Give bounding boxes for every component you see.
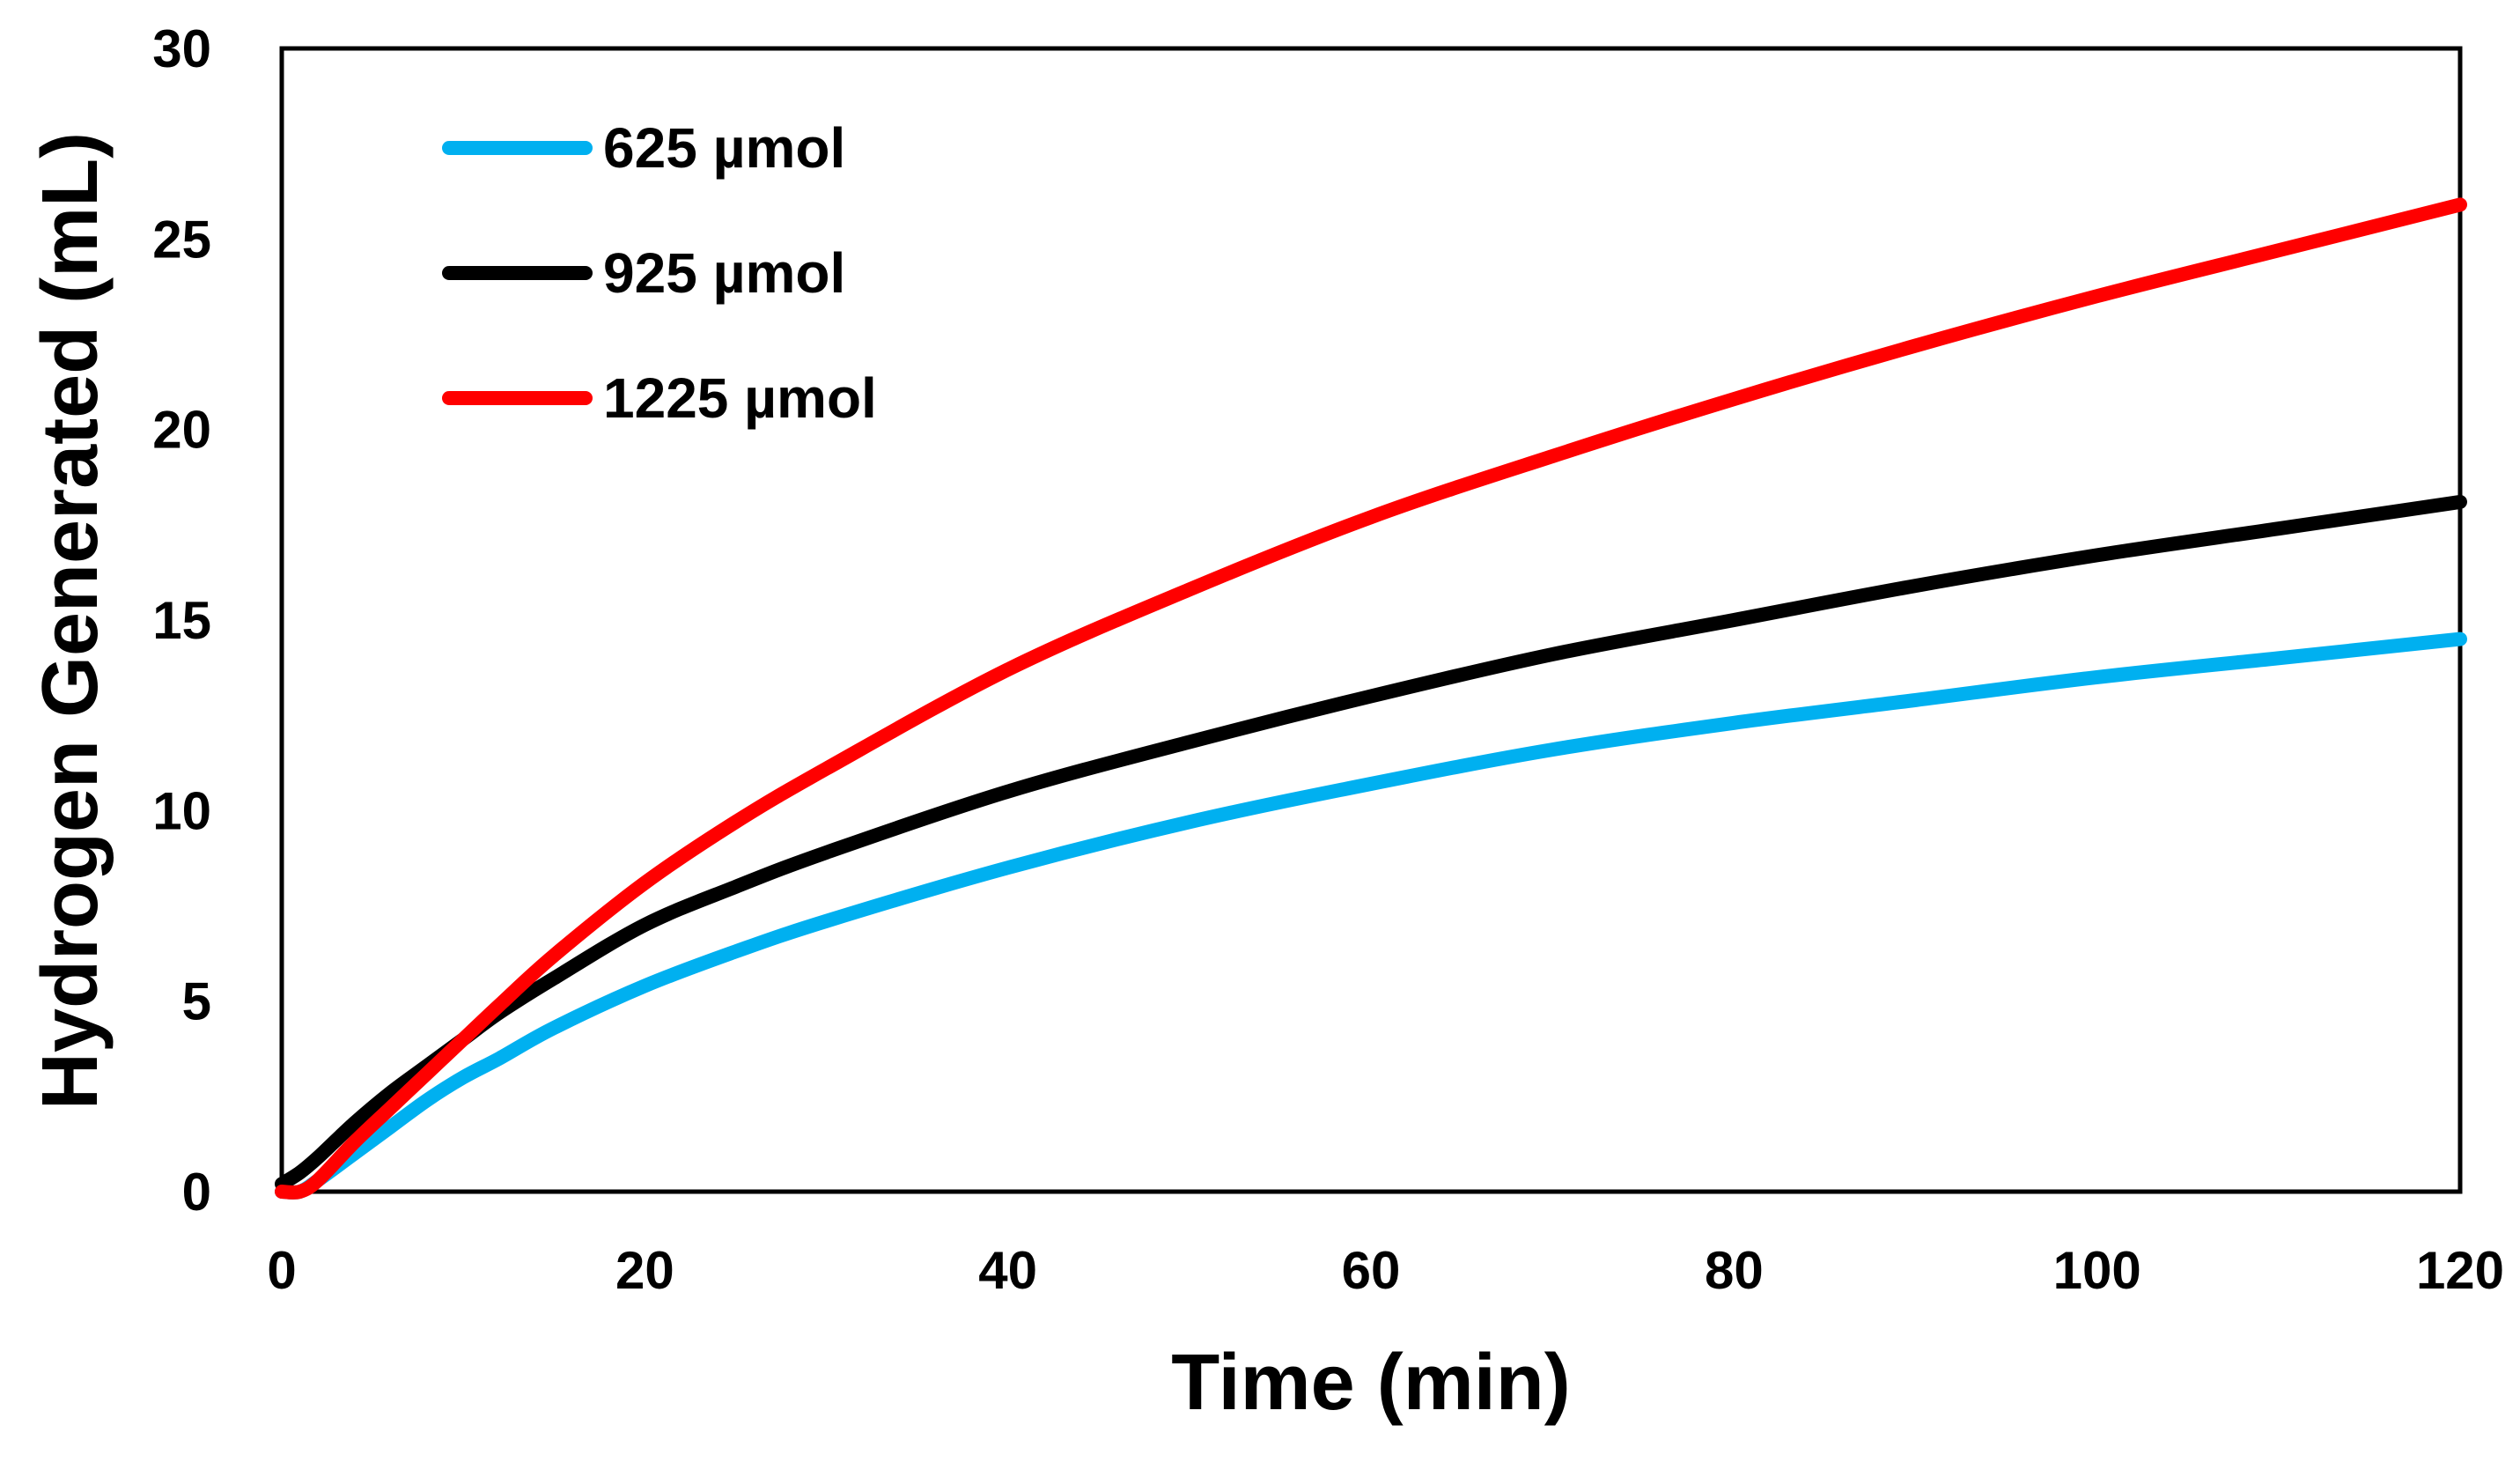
x-tick-label: 80 bbox=[1705, 1241, 1764, 1300]
x-tick-label: 0 bbox=[267, 1241, 296, 1300]
series-line-2 bbox=[275, 494, 2467, 1192]
series-line-3 bbox=[275, 197, 2467, 1200]
x-tick-label: 120 bbox=[2416, 1241, 2504, 1300]
x-tick-label: 100 bbox=[2053, 1241, 2141, 1300]
y-tick-label: 15 bbox=[152, 591, 211, 650]
legend-label-3: 1225 µmol bbox=[603, 366, 877, 430]
legend: 625 µmol 925 µmol 1225 µmol bbox=[442, 116, 877, 430]
y-tick-label: 25 bbox=[152, 210, 211, 269]
series-line-1 bbox=[275, 631, 2467, 1200]
legend-label-2: 925 µmol bbox=[603, 241, 845, 305]
plot-frame bbox=[279, 46, 2463, 1194]
y-tick-label: 10 bbox=[152, 781, 211, 840]
y-tick-label: 5 bbox=[182, 972, 211, 1031]
series-layer bbox=[275, 197, 2467, 1200]
x-tick-label: 60 bbox=[1342, 1241, 1401, 1300]
x-tick-label: 20 bbox=[615, 1241, 674, 1300]
x-axis-ticks: 0 20 40 60 80 100 120 bbox=[267, 1241, 2504, 1300]
y-tick-label: 0 bbox=[182, 1163, 211, 1222]
y-axis-title: Hydrogen Generated (mL) bbox=[26, 132, 114, 1110]
plot-area-border bbox=[279, 46, 2463, 1194]
legend-label-1: 625 µmol bbox=[603, 116, 845, 180]
x-tick-label: 40 bbox=[978, 1241, 1037, 1300]
y-tick-label: 20 bbox=[152, 401, 211, 460]
y-axis-ticks: 0 5 10 15 20 25 30 bbox=[152, 19, 211, 1222]
y-tick-label: 30 bbox=[152, 19, 211, 78]
x-axis-title: Time (min) bbox=[1171, 1339, 1570, 1427]
